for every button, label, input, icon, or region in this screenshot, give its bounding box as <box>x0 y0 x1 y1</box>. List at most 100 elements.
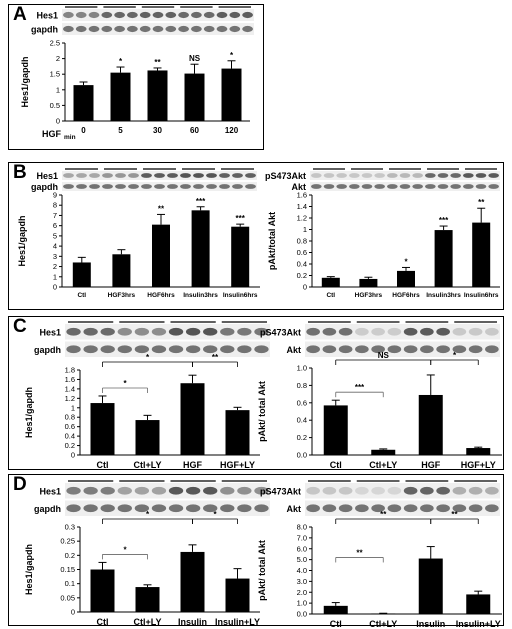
chart-4-bar <box>418 394 443 455</box>
chart-4-blot-label: pS473Akt <box>260 327 301 337</box>
chart-6-blot-background <box>305 483 500 499</box>
chart-2-blot-band <box>425 173 436 178</box>
chart-3-blot-band <box>254 345 269 354</box>
chart-2-blot-band <box>311 184 322 189</box>
chart-3-blot-background <box>65 341 270 357</box>
chart-0-blot-band <box>139 25 151 33</box>
chart-1-blot-band <box>193 184 204 189</box>
chart-5-y-tick-label: 0.3 <box>65 523 75 532</box>
chart-1-blot-band <box>245 173 256 178</box>
chart-2-significance-label: * <box>404 257 408 266</box>
chart-4-blot-band <box>420 345 434 354</box>
chart-6-blot-band <box>436 504 450 513</box>
chart-2-y-tick-label: 0.4 <box>297 260 307 269</box>
chart-1-blot-band <box>206 173 217 178</box>
chart-4-bar <box>371 449 396 455</box>
chart-2-y-tick-label: 0.2 <box>297 271 307 280</box>
chart-5-blot-band <box>185 504 201 513</box>
chart-0-blot-band <box>127 11 138 19</box>
chart-2-blot-band <box>323 173 335 178</box>
chart-2-x-tick-label: Ctl <box>326 292 335 299</box>
chart-1-blot-band <box>115 184 126 189</box>
chart-2-blot-band <box>399 184 411 189</box>
chart-4-blot-band <box>452 345 467 354</box>
chart-5-x-tick-label: Insulin+LY <box>215 617 260 627</box>
chart-2-blot-band <box>361 184 373 189</box>
chart-3-blot-band <box>134 345 150 354</box>
chart-0-x-tick-label: 30 <box>153 126 162 135</box>
chart-1-blot-band <box>232 173 243 178</box>
chart-4-blot-band <box>387 327 402 336</box>
chart-5-blot-band <box>100 486 115 495</box>
chart-3-blot-band <box>185 327 201 336</box>
chart-3-y-tick-label: 0 <box>71 451 75 460</box>
chart-5-y-tick-label: 0.1 <box>65 579 75 588</box>
chart-6-y-tick-label: 6.0 <box>297 544 307 553</box>
chart-4-blot-band <box>420 327 434 336</box>
chart-2-y-tick-label: 0 <box>303 283 307 292</box>
chart-4-blot-band <box>322 345 337 354</box>
chart-1-y-tick-label: 8 <box>53 201 57 210</box>
chart-3-blot-band <box>151 327 167 336</box>
chart-1-y-tick-label: 5 <box>53 231 57 240</box>
chart-6-blot-band <box>436 486 450 495</box>
chart-5-y-tick-label: 0.2 <box>65 551 75 560</box>
chart-4-blot-band <box>436 345 450 354</box>
chart-0-blot-band <box>139 11 151 19</box>
chart-2-blot-band <box>336 184 347 189</box>
chart-6-blot-band <box>322 486 337 495</box>
chart-4-blot-band <box>306 345 320 354</box>
chart-4-y-tick-label: 0.4 <box>297 416 307 425</box>
chart-0-y-tick-label: 2.5 <box>50 39 60 48</box>
chart-6-blot-band <box>420 504 434 513</box>
chart-0-x-tick-label: 0 <box>81 126 86 135</box>
chart-5-y-tick-label: 0.15 <box>60 565 75 574</box>
chart-5-y-tick-label: 0.25 <box>60 537 75 546</box>
chart-1-blot-band <box>89 173 100 178</box>
chart-6-y-tick-label: 7.0 <box>297 533 307 542</box>
chart-1-y-tick-label: 1 <box>53 272 57 281</box>
chart-4-blot-band <box>306 327 320 336</box>
chart-0-significance-label: * <box>230 51 234 60</box>
chart-3-blot-band <box>168 345 184 354</box>
chart-0-blot-band <box>114 25 125 33</box>
chart-6-blot-band <box>387 486 402 495</box>
chart-4-x-tick-label: Ctl <box>330 460 342 470</box>
chart-1-blot-band <box>180 184 191 189</box>
chart-4-bar <box>323 405 348 455</box>
chart-6-blot-band <box>355 504 369 513</box>
chart-0-x-tick-label: 120 <box>225 126 239 135</box>
chart-2-bar <box>472 222 491 287</box>
chart-5-blot-band <box>220 504 235 513</box>
chart-6-blot-band <box>403 504 418 513</box>
chart-5-blot-band <box>83 486 98 495</box>
chart-6-y-tick-label: 1.0 <box>297 599 307 608</box>
chart-3-x-tick-label: HGF <box>183 460 203 470</box>
chart-3-y-tick-label: 0.6 <box>65 422 75 431</box>
chart-4-blot-background <box>305 341 500 357</box>
chart-6-blot-band <box>338 486 353 495</box>
chart-4-bracket-label: *** <box>355 383 365 392</box>
chart-4-blot-band <box>371 327 385 336</box>
chart-1-y-tick-label: 6 <box>53 221 57 230</box>
chart-0-blot-band <box>216 11 228 19</box>
chart-0-y-tick-label: 0 <box>56 117 60 126</box>
chart-6-blot-band <box>322 504 337 513</box>
chart-6-blot-band <box>371 504 385 513</box>
chart-5-blot-band <box>254 486 269 495</box>
chart-6-x-tick-label: Insulin+LY <box>456 619 501 629</box>
chart-0-blot-band <box>88 11 100 19</box>
chart-2-blot-band <box>349 173 360 178</box>
chart-1-x-tick-label: Insulin3hrs <box>183 292 218 299</box>
chart-6-x-tick-label: Insulin <box>416 619 445 629</box>
chart-5-blot-band <box>66 486 81 495</box>
chart-1-y-tick-label: 3 <box>53 252 57 261</box>
chart-2-y-tick-label: 1.2 <box>297 214 307 223</box>
chart-3-blot-band <box>66 327 81 336</box>
chart-0-x-tick-label: 5 <box>118 126 123 135</box>
chart-4-blot-band <box>338 345 353 354</box>
chart-3-x-tick-label: HGF+LY <box>220 460 255 470</box>
panel-letter-c: C <box>13 316 27 337</box>
chart-0-y-tick-label: 1 <box>56 85 60 94</box>
chart-5-blot-band <box>134 486 150 495</box>
